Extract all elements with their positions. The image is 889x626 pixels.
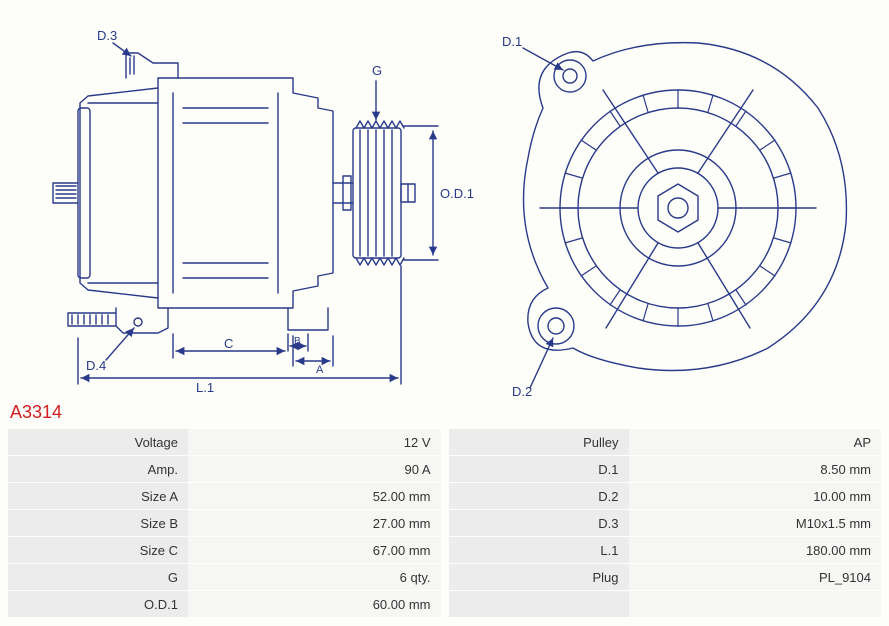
spec-row: D.3M10x1.5 mm xyxy=(449,510,882,537)
spec-value: PL_9104 xyxy=(629,564,882,591)
label-d3: D.3 xyxy=(97,28,117,43)
spec-label: Size C xyxy=(8,537,188,564)
spec-row: Size A52.00 mm xyxy=(8,483,441,510)
spec-value: 60.00 mm xyxy=(188,591,441,618)
label-a: A xyxy=(316,364,324,376)
label-c: C xyxy=(224,336,233,351)
spec-label: O.D.1 xyxy=(8,591,188,618)
spec-value: 180.00 mm xyxy=(629,537,882,564)
spec-row: Voltage12 V xyxy=(8,429,441,456)
spec-row: L.1180.00 mm xyxy=(449,537,882,564)
spec-value: 10.00 mm xyxy=(629,483,882,510)
drawing-svg: D.3 D.4 G O.D.1 A B C L.1 D.1 D.2 xyxy=(8,8,881,398)
spec-label: L.1 xyxy=(449,537,629,564)
spec-value: M10x1.5 mm xyxy=(629,510,882,537)
label-l1: L.1 xyxy=(196,380,214,395)
spec-row: D.18.50 mm xyxy=(449,456,882,483)
spec-label: Voltage xyxy=(8,429,188,456)
spec-row xyxy=(449,591,882,618)
spec-label: Pulley xyxy=(449,429,629,456)
label-b: B xyxy=(294,336,301,347)
spec-value: 27.00 mm xyxy=(188,510,441,537)
spec-row: D.210.00 mm xyxy=(449,483,882,510)
spec-label: Plug xyxy=(449,564,629,591)
spec-value: 6 qty. xyxy=(188,564,441,591)
label-d2: D.2 xyxy=(512,384,532,398)
spec-value: 67.00 mm xyxy=(188,537,441,564)
label-g: G xyxy=(372,63,382,78)
spec-label xyxy=(449,591,629,618)
spec-table: Voltage12 VAmp.90 ASize A52.00 mmSize B2… xyxy=(8,429,881,618)
spec-label: G xyxy=(8,564,188,591)
spec-label: Size B xyxy=(8,510,188,537)
spec-value: 12 V xyxy=(188,429,441,456)
spec-value: AP xyxy=(629,429,882,456)
label-od1: O.D.1 xyxy=(440,186,474,201)
spec-label: D.1 xyxy=(449,456,629,483)
spec-col-left: Voltage12 VAmp.90 ASize A52.00 mmSize B2… xyxy=(8,429,441,618)
spec-row: PulleyAP xyxy=(449,429,882,456)
spec-col-right: PulleyAPD.18.50 mmD.210.00 mmD.3M10x1.5 … xyxy=(449,429,882,618)
spec-value xyxy=(629,591,882,618)
spec-value: 90 A xyxy=(188,456,441,483)
spec-row: O.D.160.00 mm xyxy=(8,591,441,618)
spec-label: D.3 xyxy=(449,510,629,537)
technical-drawing: D.3 D.4 G O.D.1 A B C L.1 D.1 D.2 xyxy=(8,8,881,398)
spec-row: G6 qty. xyxy=(8,564,441,591)
label-d1: D.1 xyxy=(502,34,522,49)
spec-row: Size B27.00 mm xyxy=(8,510,441,537)
part-number: A3314 xyxy=(10,402,881,423)
spec-label: Amp. xyxy=(8,456,188,483)
spec-label: Size A xyxy=(8,483,188,510)
label-d4: D.4 xyxy=(86,358,106,373)
spec-row: Amp.90 A xyxy=(8,456,441,483)
spec-value: 52.00 mm xyxy=(188,483,441,510)
spec-row: Size C67.00 mm xyxy=(8,537,441,564)
spec-value: 8.50 mm xyxy=(629,456,882,483)
spec-row: PlugPL_9104 xyxy=(449,564,882,591)
spec-label: D.2 xyxy=(449,483,629,510)
